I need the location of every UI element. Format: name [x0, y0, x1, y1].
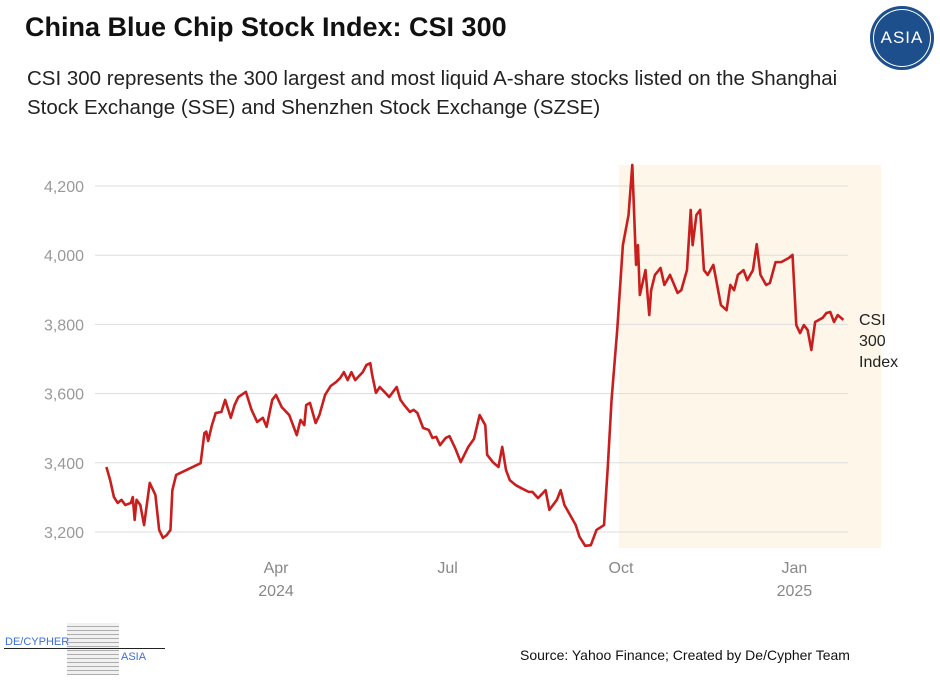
x-tick-label: Oct	[609, 560, 634, 577]
y-tick-label: 3,800	[44, 317, 84, 334]
x-tick-year-label: 2025	[777, 583, 813, 600]
y-tick-label: 4,200	[44, 179, 84, 196]
y-tick-label: 4,000	[44, 248, 84, 265]
asia-logo: ASIA	[870, 6, 934, 70]
y-tick-label: 3,600	[44, 387, 84, 404]
chart-subtitle: CSI 300 represents the 300 largest and m…	[27, 67, 838, 119]
maze-logo-icon	[67, 623, 119, 675]
series-label: 300	[859, 333, 886, 350]
series-label: Index	[859, 354, 898, 371]
footer-logo-left: DE/CYPHER	[5, 636, 70, 648]
series-line-csi-300	[105, 163, 845, 548]
x-tick-label: Jan	[782, 560, 808, 577]
y-tick-label: 3,400	[44, 456, 84, 473]
logo-text: ASIA	[880, 28, 924, 47]
footer-logo-divider	[4, 648, 165, 649]
highlight-region	[619, 165, 882, 548]
footer-logo-right: ASIA	[121, 651, 147, 663]
series-label: CSI	[859, 312, 886, 329]
source-note: Source: Yahoo Finance; Created by De/Cyp…	[520, 647, 850, 663]
x-tick-label: Jul	[437, 560, 457, 577]
x-tick-label: Apr	[264, 560, 290, 577]
y-tick-label: 3,200	[44, 525, 84, 542]
x-tick-year-label: 2024	[258, 583, 294, 600]
chart-title: China Blue Chip Stock Index: CSI 300	[25, 12, 507, 42]
